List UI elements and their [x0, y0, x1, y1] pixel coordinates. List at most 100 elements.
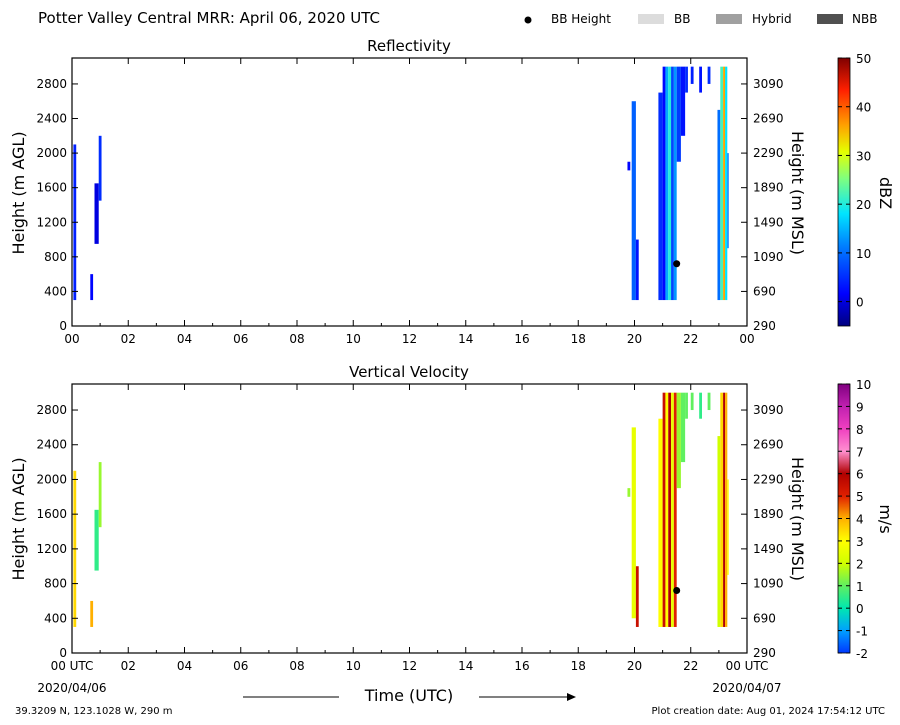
- velocity-colorbar: -2 -1 0 1 2 3 4 5 6 7 8 9 10 m/s: [837, 378, 895, 661]
- velocity-y-tick-right-label-2: 1090: [753, 577, 784, 591]
- reflectivity-x-tick-label-5: 10: [346, 332, 361, 346]
- velocity-echo-cell-16: [690, 392, 694, 411]
- reflectivity-bb-height-point-0: [673, 260, 681, 268]
- legend-nbb-swatch: [817, 14, 843, 24]
- velocity-echo-cell-1: [90, 600, 94, 627]
- velocity-echo-cell-19: [717, 436, 721, 627]
- legend-bb-height-label: BB Height: [551, 12, 611, 26]
- velocity-y-tick-right-label-1: 690: [753, 611, 776, 625]
- reflectivity-colorbar: 0 10 20 30 40 50 dBZ: [837, 52, 895, 327]
- velocity-x-tick-label-3: 06: [233, 659, 248, 673]
- reflectivity-colorbar-tick-label-4: 40: [856, 101, 871, 115]
- reflectivity-y-tick-right-label-7: 3090: [753, 77, 784, 91]
- reflectivity-x-tick-label-2: 04: [177, 332, 192, 346]
- reflectivity-echo-cell-19: [717, 109, 721, 301]
- legend-bb-swatch: [638, 14, 664, 24]
- velocity-echo-cell-21: [723, 392, 726, 627]
- legend-hybrid-label: Hybrid: [752, 12, 792, 26]
- legend-bb-label: BB: [674, 12, 690, 26]
- velocity-y-tick-label-7: 2800: [36, 403, 67, 417]
- velocity-colorbar-label: m/s: [876, 504, 895, 533]
- velocity-y-tick-label-4: 1600: [36, 507, 67, 521]
- velocity-colorbar-tick-label-5: 3: [856, 535, 864, 549]
- legend-bb-height-marker: [524, 16, 532, 24]
- velocity-x-tick-label-11: 22: [683, 659, 698, 673]
- velocity-x-tick-label-12: 00 UTC: [726, 659, 769, 673]
- velocity-colorbar-tick-label-10: 8: [856, 423, 864, 437]
- reflectivity-x-tick-label-4: 08: [289, 332, 304, 346]
- velocity-x-tick-label-6: 12: [402, 659, 417, 673]
- time-arrow-head: [567, 693, 576, 701]
- reflectivity-y-tick-right-label-2: 1090: [753, 250, 784, 264]
- reflectivity-echo-cell-6: [635, 239, 639, 301]
- velocity-colorbar-tick-label-3: 1: [856, 580, 864, 594]
- velocity-echo-cell-3: [98, 462, 102, 528]
- reflectivity-y-tick-label-4: 1600: [36, 181, 67, 195]
- reflectivity-y-tick-right-label-4: 1890: [753, 181, 784, 195]
- reflectivity-echo-cell-8: [662, 66, 666, 301]
- reflectivity-y-label-right: Height (m MSL): [788, 131, 807, 255]
- station-coordinates: 39.3209 N, 123.1028 W, 290 m: [15, 706, 173, 717]
- velocity-echo-cell-5: [631, 427, 636, 619]
- velocity-echo-cell-17: [699, 392, 702, 419]
- velocity-echo-cell-12: [673, 392, 677, 627]
- time-axis-label: Time (UTC): [364, 686, 453, 705]
- reflectivity-colorbar-tick-label-5: 50: [856, 52, 871, 66]
- reflectivity-y-tick-right-label-1: 690: [753, 284, 776, 298]
- velocity-y-tick-right-label-3: 1490: [753, 542, 784, 556]
- velocity-x-tick-label-7: 14: [458, 659, 473, 673]
- reflectivity-colorbar-tick-label-3: 30: [856, 149, 871, 163]
- velocity-bb-height-point-0: [673, 587, 681, 595]
- velocity-y-tick-right-label-0: 290: [753, 646, 776, 660]
- reflectivity-x-tick-label-7: 14: [458, 332, 473, 346]
- reflectivity-y-tick-label-2: 800: [44, 250, 67, 264]
- reflectivity-y-tick-right-label-0: 290: [753, 319, 776, 333]
- velocity-colorbar-tick-label-0: -2: [856, 647, 868, 661]
- velocity-plot-frame: [71, 383, 748, 654]
- reflectivity-echo-cell-2: [94, 183, 99, 244]
- reflectivity-colorbar-bar: [837, 57, 851, 327]
- reflectivity-colorbar-tick-label-0: 0: [856, 296, 864, 310]
- velocity-x-tick-label-0: 00 UTC: [51, 659, 94, 673]
- reflectivity-x-tick-label-10: 20: [627, 332, 642, 346]
- velocity-y-label-right: Height (m MSL): [788, 457, 807, 581]
- velocity-y-tick-right-label-7: 3090: [753, 403, 784, 417]
- velocity-echo-cell-22: [725, 392, 728, 627]
- velocity-x-tick-label-2: 04: [177, 659, 192, 673]
- velocity-colorbar-tick-label-4: 2: [856, 557, 864, 571]
- reflectivity-y-tick-right-label-3: 1490: [753, 215, 784, 229]
- velocity-x-tick-label-10: 20: [627, 659, 642, 673]
- reflectivity-x-tick-label-6: 12: [402, 332, 417, 346]
- velocity-echo-cell-18: [707, 392, 711, 411]
- reflectivity-echo-cell-11: [671, 66, 674, 301]
- reflectivity-echo-cell-12: [673, 66, 677, 301]
- velocity-y-tick-right-label-6: 2690: [753, 438, 784, 452]
- velocity-y-tick-label-0: 0: [59, 646, 67, 660]
- reflectivity-echo-cell-5: [631, 101, 636, 301]
- reflectivity-x-tick-label-0: 00: [64, 332, 79, 346]
- reflectivity-echo-cell-3: [98, 135, 102, 201]
- date-start: 2020/04/06: [37, 681, 106, 695]
- velocity-colorbar-tick-label-2: 0: [856, 602, 864, 616]
- reflectivity-echo-cell-21: [723, 66, 726, 301]
- reflectivity-echo-cell-16: [690, 66, 694, 84]
- velocity-x-tick-label-1: 02: [121, 659, 136, 673]
- velocity-echo-cell-6: [635, 566, 639, 627]
- velocity-y-tick-label-5: 2000: [36, 472, 67, 486]
- reflectivity-echo-cell-4: [627, 161, 631, 171]
- reflectivity-y-tick-label-7: 2800: [36, 77, 67, 91]
- reflectivity-y-tick-right-label-6: 2690: [753, 112, 784, 126]
- reflectivity-echo-cell-20: [720, 66, 724, 301]
- legend: BB Height BB Hybrid NBB: [524, 12, 877, 26]
- velocity-colorbar-tick-label-12: 10: [856, 378, 871, 392]
- reflectivity-y-tick-label-6: 2400: [36, 112, 67, 126]
- reflectivity-echo-cell-9: [665, 66, 669, 301]
- reflectivity-echo-cell-17: [699, 66, 702, 93]
- velocity-echo-cell-20: [720, 392, 724, 627]
- reflectivity-echo-cell-22: [725, 66, 728, 301]
- reflectivity-x-tick-label-1: 02: [121, 332, 136, 346]
- velocity-echo-cell-15: [685, 392, 688, 419]
- reflectivity-echo-cell-13: [676, 66, 681, 162]
- velocity-y-tick-label-1: 400: [44, 611, 67, 625]
- reflectivity-title: Reflectivity: [367, 37, 451, 55]
